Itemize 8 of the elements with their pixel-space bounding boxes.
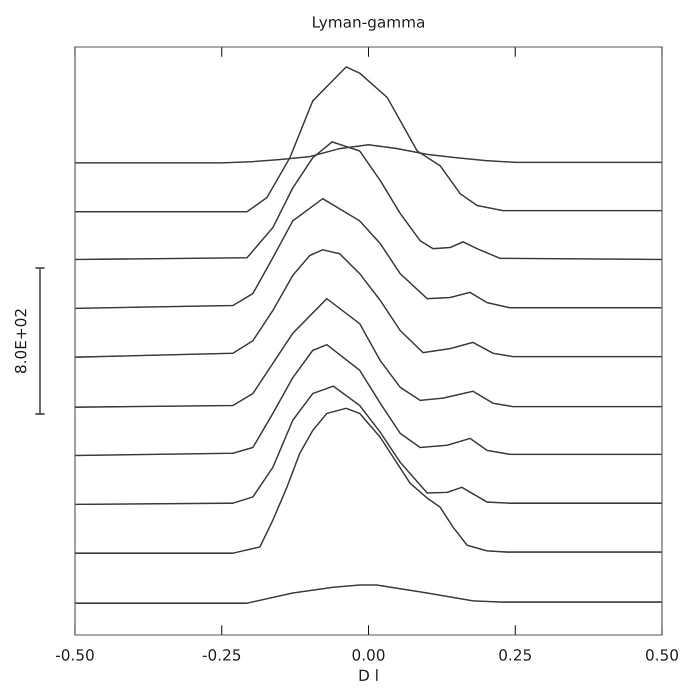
x-tick-label: 0.50 bbox=[646, 649, 678, 661]
x-tick-label: -0.50 bbox=[56, 649, 94, 661]
x-tick-label: 0.25 bbox=[499, 649, 531, 661]
text: 8.0E+02 bbox=[14, 309, 26, 374]
x-tick-label: -0.25 bbox=[202, 649, 240, 661]
chart-title: Lyman-gamma bbox=[313, 16, 424, 31]
x-tick-label: 0.00 bbox=[352, 649, 384, 661]
x-axis-title: D l bbox=[360, 669, 378, 681]
